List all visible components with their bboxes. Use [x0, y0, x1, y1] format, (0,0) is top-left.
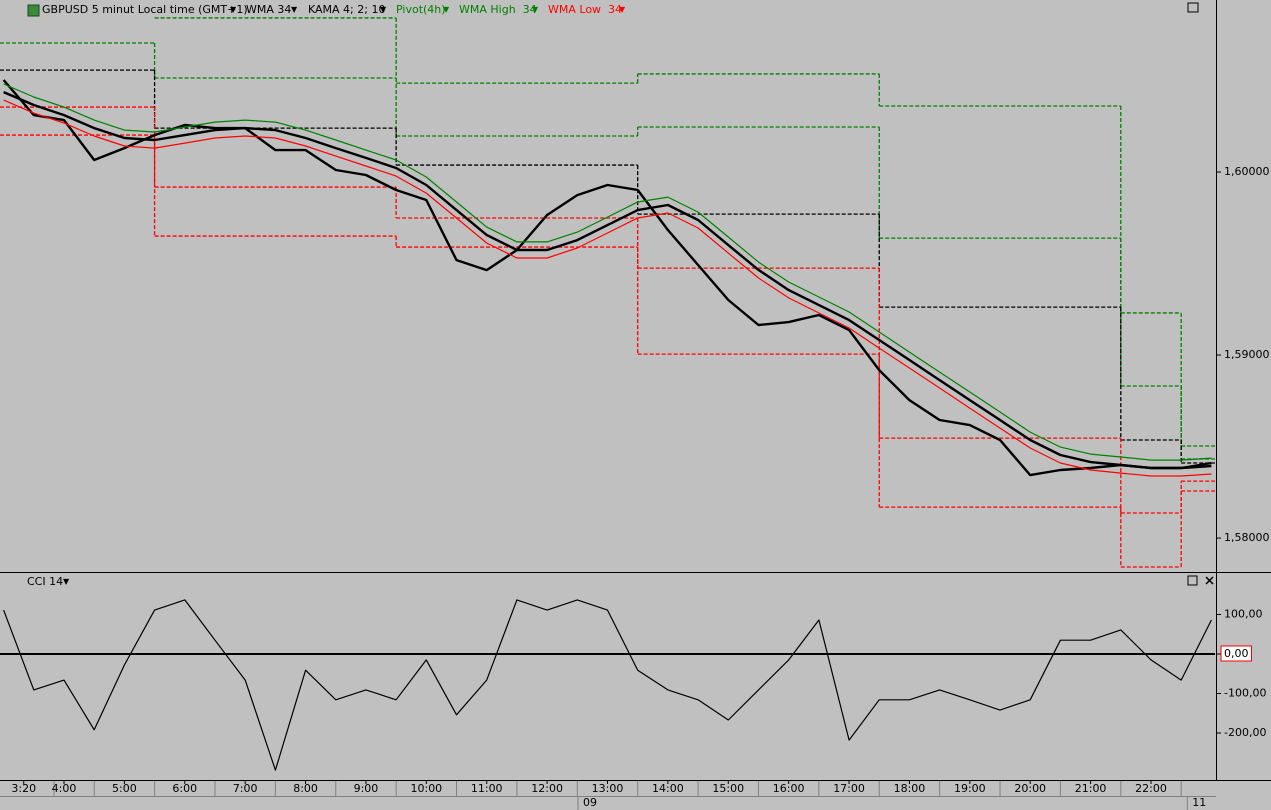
y-tick-label: 1,59000 — [1224, 348, 1270, 361]
legend-item[interactable]: WMA 34 — [246, 3, 292, 16]
close-icon[interactable] — [1205, 576, 1214, 585]
x-tick-label: 15:00 — [712, 782, 744, 795]
dropdown-arrow[interactable]: ▼ — [443, 5, 450, 14]
x-tick-label: 9:00 — [354, 782, 379, 795]
maximize-icon[interactable] — [1187, 2, 1199, 13]
x-tick-label: 14:00 — [652, 782, 684, 795]
legend-item[interactable]: Pivot(4h) — [396, 3, 446, 16]
y-tick-label: 1,60000 — [1224, 165, 1270, 178]
x-tick-label: 21:00 — [1075, 782, 1107, 795]
chart-title: GBPUSD 5 minut Local time (GMT+1) — [42, 3, 248, 16]
x-tick-label: 18:00 — [894, 782, 926, 795]
x-tick-label: 17:00 — [833, 782, 865, 795]
x-tick-label: 16:00 — [773, 782, 805, 795]
x-tick-label: 19:00 — [954, 782, 986, 795]
x-tick-label: 11:00 — [471, 782, 503, 795]
dropdown-arrow[interactable]: ▼ — [380, 5, 387, 14]
dropdown-arrow[interactable]: ▼ — [532, 5, 539, 14]
x-tick-label: 10:00 — [410, 782, 442, 795]
legend-item[interactable]: KAMA 4; 2; 10 — [308, 3, 386, 16]
dropdown-arrow[interactable]: ▼ — [291, 5, 298, 14]
x-tick-label: 12:00 — [531, 782, 563, 795]
legend-item[interactable]: WMA Low 34 — [548, 3, 623, 16]
x-tick-label: 22:00 — [1135, 782, 1167, 795]
current-value-box — [1220, 645, 1252, 662]
series-line — [3, 599, 1212, 771]
x-tick-label: 4:00 — [52, 782, 77, 795]
legend-item[interactable]: WMA High 34 — [459, 3, 537, 16]
date-label: 09 — [583, 796, 597, 809]
dropdown-arrow[interactable]: ▼ — [63, 577, 70, 586]
series-line — [3, 99, 1212, 477]
x-tick-label: 6:00 — [172, 782, 197, 795]
series-line — [3, 83, 1212, 461]
x-tick-label: 3:20 — [11, 782, 36, 795]
series-line — [2, 79, 1212, 477]
y-tick-label: 100,00 — [1224, 607, 1263, 620]
x-tick-label: 5:00 — [112, 782, 137, 795]
series-line — [3, 90, 1212, 470]
dropdown-arrow[interactable]: ▼ — [230, 5, 237, 14]
dropdown-arrow[interactable]: ▼ — [619, 5, 626, 14]
x-tick-label: 20:00 — [1014, 782, 1046, 795]
x-tick-label: 7:00 — [233, 782, 258, 795]
date-label: 11 — [1192, 796, 1206, 809]
y-tick-label: 0,00 — [1224, 647, 1249, 660]
panel-title: CCI 14 — [27, 575, 64, 588]
y-tick-label: 1,58000 — [1224, 531, 1270, 544]
x-tick-label: 8:00 — [293, 782, 318, 795]
y-tick-label: -200,00 — [1224, 726, 1266, 739]
x-tick-label: 13:00 — [592, 782, 624, 795]
y-tick-label: -100,00 — [1224, 686, 1266, 699]
symbol-icon — [27, 4, 40, 17]
maximize-icon[interactable] — [1187, 575, 1198, 586]
